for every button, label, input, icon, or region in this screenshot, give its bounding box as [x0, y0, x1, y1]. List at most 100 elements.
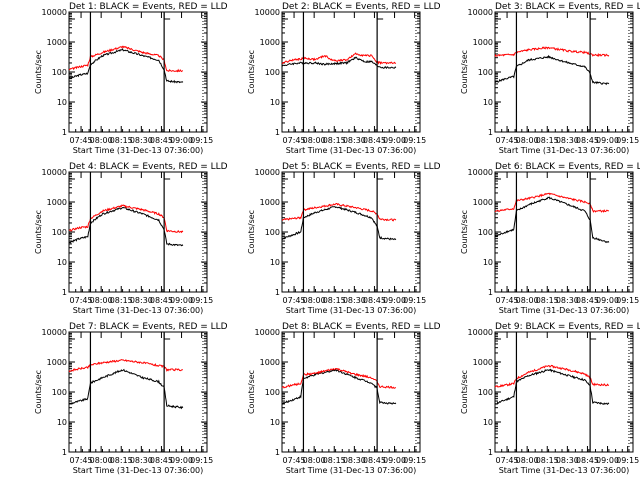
y-tick-label: 10000	[255, 8, 280, 17]
x-tick-label: 09:00	[170, 136, 193, 145]
corner-bracket	[163, 13, 171, 20]
x-tick-label: 09:15	[616, 136, 639, 145]
y-tick-label: 1	[488, 128, 493, 137]
x-tick-label: 08:30	[343, 456, 366, 465]
x-tick-label: 09:00	[383, 296, 406, 305]
panel-title: Det 1: BLACK = Events, RED = LLD	[69, 2, 228, 12]
x-tick-label: 08:15	[536, 456, 559, 465]
x-tick-label: 08:15	[323, 296, 346, 305]
corner-bracket	[376, 13, 384, 20]
x-tick-label: 08:30	[556, 296, 579, 305]
x-tick-label: 07:45	[496, 296, 519, 305]
corner-bracket	[589, 333, 597, 340]
x-tick-label: 08:00	[303, 136, 326, 145]
panel-det-6: Det 6: BLACK = Events, RED = LLD 1 10 100 10…	[460, 162, 640, 315]
corner-bracket	[163, 173, 171, 180]
x-tick-label: 08:00	[516, 296, 539, 305]
y-tick-label: 10	[57, 258, 67, 267]
x-tick-label: 08:30	[130, 136, 153, 145]
panel-det-5: Det 5: BLACK = Events, RED = LLD 1 10 100 10…	[247, 162, 441, 315]
panel-title: Det 7: BLACK = Events, RED = LLD	[69, 322, 228, 332]
panel-title: Det 9: BLACK = Events, RED = LLD	[495, 322, 640, 332]
y-tick-label: 1	[275, 288, 280, 297]
corner-bracket	[494, 173, 501, 180]
corner-bracket	[494, 333, 501, 340]
x-tick-label: 09:15	[403, 456, 426, 465]
y-tick-label: 1000	[473, 38, 493, 47]
y-tick-label: 10	[483, 258, 493, 267]
x-tick-label: 08:30	[130, 296, 153, 305]
x-tick-label: 08:45	[150, 136, 173, 145]
x-tick-label: 08:45	[363, 296, 386, 305]
x-tick-label: 09:00	[170, 296, 193, 305]
corner-bracket	[68, 13, 75, 20]
y-tick-label: 100	[265, 228, 280, 237]
y-tick-label: 1	[488, 448, 493, 457]
y-axis-label: Counts/sec	[247, 370, 256, 414]
y-tick-label: 100	[478, 388, 493, 397]
x-tick-label: 08:15	[536, 136, 559, 145]
x-tick-label: 09:15	[190, 136, 213, 145]
y-tick-label: 10	[57, 98, 67, 107]
panel-det-8: Det 8: BLACK = Events, RED = LLD 1 10 100 10…	[247, 322, 441, 475]
x-tick-label: 08:45	[576, 296, 599, 305]
x-tick-label: 08:15	[323, 456, 346, 465]
x-tick-label: 09:15	[190, 456, 213, 465]
y-tick-label: 100	[52, 68, 67, 77]
y-tick-label: 10	[270, 418, 280, 427]
x-tick-label: 08:15	[110, 456, 133, 465]
panel-det-7: Det 7: BLACK = Events, RED = LLD 1 10 100 10…	[34, 322, 228, 475]
x-tick-label: 07:45	[283, 456, 306, 465]
x-tick-label: 09:15	[403, 296, 426, 305]
y-tick-label: 100	[52, 388, 67, 397]
y-axis-label: Counts/sec	[34, 370, 43, 414]
x-tick-label: 08:45	[363, 456, 386, 465]
x-tick-label: 09:00	[596, 296, 619, 305]
x-tick-label: 07:45	[70, 456, 93, 465]
y-tick-label: 100	[52, 228, 67, 237]
x-tick-label: 07:45	[70, 136, 93, 145]
x-tick-label: 09:15	[616, 456, 639, 465]
panel-det-2: Det 2: BLACK = Events, RED = LLD 1 10 100 10…	[247, 2, 441, 155]
x-tick-label: 08:00	[90, 456, 113, 465]
x-tick-label: 08:30	[343, 136, 366, 145]
x-tick-label: 08:00	[90, 136, 113, 145]
corner-bracket	[494, 13, 501, 20]
x-axis-label: Start Time (31-Dec-13 07:36:00)	[286, 146, 417, 155]
y-tick-label: 10	[270, 98, 280, 107]
x-tick-label: 08:45	[576, 456, 599, 465]
panel-title: Det 3: BLACK = Events, RED = LLD	[495, 2, 640, 12]
corner-bracket	[68, 333, 75, 340]
x-tick-label: 08:00	[516, 456, 539, 465]
panel-title: Det 2: BLACK = Events, RED = LLD	[282, 2, 441, 12]
panel-title: Det 6: BLACK = Events, RED = LLD	[495, 162, 640, 172]
y-tick-label: 10	[483, 98, 493, 107]
y-tick-label: 1000	[47, 198, 67, 207]
x-tick-label: 09:00	[383, 136, 406, 145]
y-tick-label: 10	[483, 418, 493, 427]
x-axis-label: Start Time (31-Dec-13 07:36:00)	[286, 306, 417, 315]
corner-bracket	[589, 173, 597, 180]
y-tick-label: 1000	[473, 198, 493, 207]
x-tick-label: 08:00	[516, 136, 539, 145]
corner-bracket	[163, 333, 171, 340]
y-tick-label: 1000	[473, 358, 493, 367]
y-tick-label: 1000	[47, 38, 67, 47]
x-tick-label: 08:45	[363, 136, 386, 145]
x-axis-label: Start Time (31-Dec-13 07:36:00)	[286, 466, 417, 475]
x-tick-label: 07:45	[283, 136, 306, 145]
x-tick-label: 09:00	[596, 136, 619, 145]
y-tick-label: 10	[57, 418, 67, 427]
y-tick-label: 100	[265, 68, 280, 77]
y-axis-label: Counts/sec	[460, 210, 469, 254]
x-tick-label: 08:45	[576, 136, 599, 145]
corner-bracket	[281, 13, 288, 20]
y-tick-label: 10000	[468, 8, 493, 17]
x-tick-label: 08:00	[90, 296, 113, 305]
panel-grid: Det 1: BLACK = Events, RED = LLD11010010…	[34, 2, 640, 475]
y-tick-label: 10000	[255, 328, 280, 337]
y-axis-label: Counts/sec	[34, 50, 43, 94]
x-tick-label: 09:15	[190, 296, 213, 305]
